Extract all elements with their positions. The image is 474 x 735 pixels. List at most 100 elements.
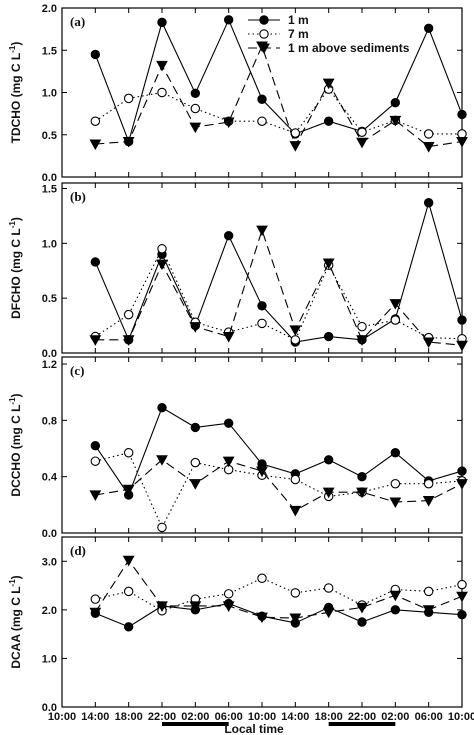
- data-point: [90, 594, 101, 604]
- data-point: [456, 136, 468, 148]
- data-point: [390, 478, 401, 489]
- data-point: [290, 335, 301, 345]
- series-line: [95, 247, 463, 341]
- data-point: [322, 487, 335, 499]
- series-above-sediments: [89, 555, 468, 625]
- data-point: [256, 225, 268, 237]
- data-point: [257, 318, 267, 329]
- data-point: [423, 586, 434, 597]
- y-tick-label: 0.0: [42, 702, 57, 714]
- data-point: [390, 605, 401, 615]
- legend-label: 7 m: [288, 27, 309, 41]
- data-point: [123, 586, 134, 597]
- data-point: [256, 466, 268, 478]
- data-point: [157, 522, 167, 533]
- legend-marker: [258, 43, 270, 55]
- data-point: [389, 115, 402, 127]
- x-tick-label: 18:00: [115, 711, 143, 723]
- data-point: [190, 103, 201, 114]
- data-point: [256, 612, 268, 624]
- y-tick-label: 1.0: [42, 238, 57, 250]
- y-tick-label: 1.5: [42, 45, 57, 57]
- series-7m: [90, 244, 467, 345]
- y-tick-label: 3.0: [42, 556, 57, 568]
- data-point: [122, 484, 135, 496]
- data-point: [422, 337, 435, 349]
- panel-frame: [61, 356, 463, 534]
- data-point: [422, 605, 435, 616]
- y-tick-label: 0.0: [42, 528, 57, 540]
- data-point: [290, 588, 301, 598]
- series-line: [95, 602, 463, 628]
- series-line: [95, 452, 463, 529]
- data-point: [123, 309, 134, 320]
- data-point: [323, 116, 334, 126]
- y-tick-label: 1.5: [42, 183, 57, 195]
- data-point: [289, 613, 302, 625]
- data-point: [356, 487, 368, 499]
- data-point: [90, 116, 101, 126]
- legend-marker: [259, 29, 269, 39]
- data-point: [89, 139, 102, 151]
- data-point: [223, 230, 234, 241]
- data-point: [357, 321, 367, 332]
- x-tick-label: 02:00: [181, 711, 209, 723]
- data-point: [289, 505, 302, 517]
- data-point: [223, 589, 234, 599]
- data-point: [222, 117, 235, 129]
- data-point: [189, 322, 202, 333]
- data-point: [323, 455, 334, 465]
- data-point: [389, 497, 402, 509]
- data-point: [289, 325, 302, 336]
- data-point: [122, 555, 135, 567]
- data-point: [357, 127, 367, 137]
- data-point: [289, 141, 302, 152]
- night-bar: [162, 722, 229, 726]
- data-point: [456, 340, 468, 352]
- x-tick-label: 18:00: [315, 711, 343, 723]
- data-point: [290, 474, 301, 485]
- data-point: [457, 579, 467, 590]
- panel-b: 0.0 0.5 1.0 1.5 (b) DFCHO (mg C L-1): [8, 182, 468, 360]
- series-above-sediments: [89, 225, 468, 352]
- series-1m: [90, 598, 467, 632]
- y-tick-label: 1.0: [42, 88, 57, 100]
- data-point: [157, 17, 167, 28]
- data-point: [189, 479, 202, 490]
- series-line: [94, 200, 463, 343]
- x-tick-label: 10:00: [248, 711, 276, 723]
- data-point: [190, 457, 201, 468]
- series-line: [95, 577, 463, 612]
- x-tick-label: 22:00: [148, 711, 176, 723]
- data-point: [322, 258, 335, 270]
- panel-letter: (c): [70, 363, 84, 378]
- data-point: [222, 331, 235, 343]
- series-line: [95, 459, 463, 512]
- data-point: [190, 88, 201, 99]
- x-axis-title: Local time: [224, 722, 284, 735]
- data-point: [457, 466, 467, 476]
- x-tick-label: 06:00: [215, 711, 243, 723]
- panel-c: 0.0 0.4 0.8 1.2 (c) DCCHO (mg C L-1): [8, 356, 468, 540]
- data-point: [423, 478, 434, 489]
- data-point: [422, 142, 435, 153]
- y-tick-label: 2.0: [42, 605, 57, 617]
- series-line: [95, 44, 463, 148]
- data-point: [357, 471, 367, 482]
- series-7m: [90, 573, 467, 616]
- data-point: [356, 602, 368, 614]
- legend-marker: [259, 15, 269, 25]
- legend-label: 1 m: [288, 13, 309, 27]
- data-point: [456, 479, 468, 490]
- data-point: [323, 331, 334, 342]
- data-point: [157, 402, 167, 413]
- data-point: [457, 129, 467, 139]
- data-point: [390, 448, 401, 458]
- data-point: [156, 60, 168, 72]
- x-tick-label: 02:00: [381, 711, 409, 723]
- panel-a: 0.0 0.5 1.0 1.5 2.0 (a) TDCHO (mg C L-1) 1 m7 m…: [8, 3, 468, 184]
- data-point: [322, 607, 335, 619]
- data-point: [223, 418, 234, 428]
- data-point: [423, 198, 434, 208]
